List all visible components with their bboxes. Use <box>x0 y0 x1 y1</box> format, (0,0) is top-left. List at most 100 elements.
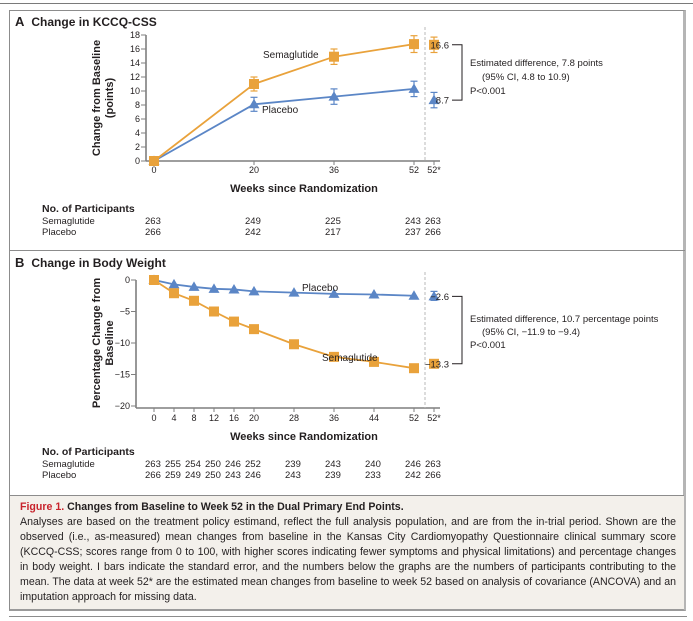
panel-b-y-title: Percentage Change fromBaseline <box>91 278 116 408</box>
panel-b-semaglutide-point <box>149 275 159 285</box>
panel-a-semaglutide-point <box>149 156 159 166</box>
panel-b-x-tick-label: 16 <box>229 413 239 423</box>
panel-a-y-title: Change from Baseline(points) <box>91 40 116 156</box>
panel-a-placebo-point <box>408 83 420 93</box>
panel-b-placebo-point <box>168 278 180 289</box>
panel-a-y-tick-label: 12 <box>130 72 140 82</box>
participants-count: 237 <box>405 227 421 238</box>
panel-a-placebo-point <box>248 98 260 109</box>
panel-a-y-tick-label: 18 <box>130 30 140 40</box>
participants-count: 243 <box>325 459 341 470</box>
caption-text: Analyses are based on the treatment poli… <box>20 516 676 603</box>
panel-b-semaglutide-point <box>229 316 239 327</box>
panel-b-semaglutide-label: Semaglutide <box>322 353 378 364</box>
figure-label: Figure 1. <box>20 501 65 513</box>
panel-a-title: A Change in KCCQ-CSS <box>15 14 157 29</box>
panel-b-x-tick-label: 20 <box>249 413 259 423</box>
panel-b-placebo-point <box>408 290 420 300</box>
participants-count: 266 <box>425 227 441 238</box>
panel-a-semaglutide-estimate-point <box>429 39 439 50</box>
participants-count: 250 <box>205 459 221 470</box>
panel-b-semaglutide-point <box>169 288 179 299</box>
figure-frame <box>9 10 686 611</box>
panel-b-placebo-point <box>208 283 220 293</box>
panel-b-y-tick-label: −5 <box>120 307 130 317</box>
participants-count: 254 <box>185 459 201 470</box>
panel-a-x-tick-label: 52* <box>427 165 441 175</box>
panel-a-difference-annotation-line: P<0.001 <box>470 86 506 97</box>
panel-a-semaglutide-point <box>329 51 339 62</box>
panel-a-difference-annotation-line: Estimated difference, 7.8 points <box>470 58 603 69</box>
panel-a-x-tick-label: 20 <box>249 165 259 175</box>
figure-title: Changes from Baseline to Week 52 in the … <box>67 501 404 513</box>
panel-a-placebo-label: Placebo <box>262 105 299 116</box>
panel-a-x-title: Weeks since Randomization <box>230 183 378 195</box>
panel-b-y-tick-label: 0 <box>125 275 130 285</box>
panel-a-y-tick-label: 0 <box>135 156 140 166</box>
panel-a-semaglutide-label: Semaglutide <box>263 50 319 61</box>
participants-count: 266 <box>145 227 161 238</box>
participants-count: 266 <box>145 470 161 481</box>
panel-a-y-tick-label: 8 <box>135 100 140 110</box>
panel-b-x-title: Weeks since Randomization <box>230 431 378 443</box>
panel-b-x-tick-label: 0 <box>151 413 156 423</box>
participants-count: 266 <box>425 470 441 481</box>
panel-b-x-tick-label: 12 <box>209 413 219 423</box>
panel-b-x-tick-label: 44 <box>369 413 379 423</box>
panel-b-semaglutide-point <box>249 324 259 335</box>
participants-count: 243 <box>285 470 301 481</box>
panel-a-estimate-label-top: 16.6 <box>431 40 450 51</box>
panel-b-difference-bracket <box>452 295 463 365</box>
participants-count: 252 <box>245 459 261 470</box>
panel-a-x-tick-label: 36 <box>329 165 339 175</box>
panel-b-title-text: Change in Body Weight <box>31 256 166 270</box>
panel-a-x-tick-label: 52 <box>409 165 419 175</box>
panel-b-semaglutide-estimate-point <box>429 358 439 369</box>
panel-a-x-tick-label: 0 <box>151 165 156 175</box>
panel-b-semaglutide-point <box>289 339 299 350</box>
panel-a-y-tick-label: 14 <box>130 58 140 68</box>
panel-a-y-title-line: Change from Baseline <box>91 40 103 156</box>
participants-count: 263 <box>425 216 441 227</box>
panel-b-semaglutide-point <box>189 295 199 306</box>
panel-b-x-tick-label: 4 <box>171 413 176 423</box>
panel-b-placebo-point <box>228 283 240 294</box>
panel-b-difference-annotation-line: Estimated difference, 10.7 percentage po… <box>470 314 659 325</box>
panel-b-y-tick-label: −10 <box>115 338 130 348</box>
participants-count: 233 <box>365 470 381 481</box>
participants-count: 263 <box>425 459 441 470</box>
panel-a-semaglutide-line <box>153 43 415 162</box>
panel-a-placebo-estimate-point <box>428 94 440 105</box>
panel-b-placebo-point <box>188 281 200 291</box>
panel-b-x-tick-label: 28 <box>289 413 299 423</box>
panel-a-y-tick-label: 4 <box>135 128 140 138</box>
panel-a-difference-annotation-line: (95% CI, 4.8 to 10.9) <box>482 72 570 83</box>
panel-b-x-tick-label: 52* <box>427 413 441 423</box>
participants-row-label: Placebo <box>42 470 77 481</box>
panel-a-difference-bracket <box>452 44 463 101</box>
panel-a-y-tick-label: 16 <box>130 44 140 54</box>
top-rule <box>0 3 693 4</box>
panel-b-placebo-label: Placebo <box>302 283 339 294</box>
panel-a-semaglutide-point <box>409 39 419 50</box>
panel-a-y-tick-label: 10 <box>130 86 140 96</box>
panel-b-estimate-label-top: −2.6 <box>430 292 449 303</box>
panel-b-y-title-line: Percentage Change from <box>91 278 103 408</box>
participants-count: 246 <box>225 459 241 470</box>
figure-charts: 0 2 4 6 8 10 12 14 16 18 0 20 36 52 52* Weeks since Ran… <box>91 27 659 443</box>
panel-b-estimate-label-bottom: −13.3 <box>425 359 449 370</box>
panel-b-placebo-estimate-point <box>428 290 440 301</box>
participants-count: 246 <box>245 470 261 481</box>
panel-a-placebo-line <box>153 88 415 162</box>
panel-b-letter: B <box>15 255 25 270</box>
panel-b-placebo-point <box>368 288 380 299</box>
panel-b-x-tick-label: 8 <box>191 413 196 423</box>
panel-b-title: B Change in Body Weight <box>15 255 166 270</box>
panel-divider <box>10 250 685 251</box>
participants-count: 242 <box>405 470 421 481</box>
panel-b-semaglutide-point <box>209 306 219 317</box>
participants-heading: No. of Participants <box>42 446 135 458</box>
participants-count: 217 <box>325 227 341 238</box>
panel-b-placebo-point <box>328 288 340 298</box>
participants-count: 263 <box>145 459 161 470</box>
